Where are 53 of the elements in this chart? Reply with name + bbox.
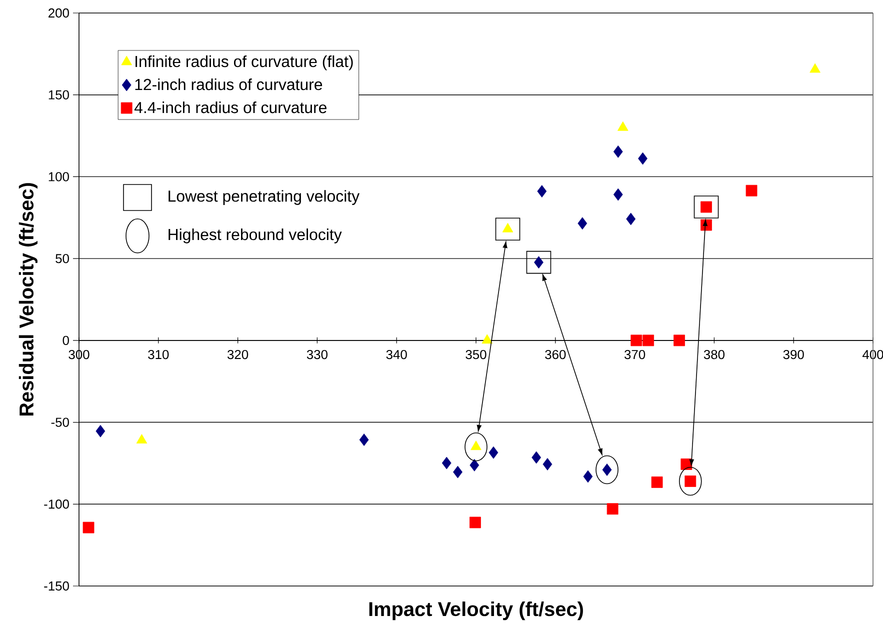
- point: [630, 334, 642, 346]
- y-tick-label: 150: [48, 90, 69, 100]
- point: [746, 184, 758, 196]
- x-tick-label: 390: [783, 350, 804, 360]
- point: [606, 503, 618, 515]
- y-tick-label: 50: [56, 254, 69, 264]
- y-tick-label: -150: [44, 581, 69, 591]
- point: [613, 145, 623, 158]
- x-tick-label: 380: [704, 350, 725, 360]
- point: [359, 434, 369, 446]
- point: [578, 217, 588, 230]
- x-axis-title: Impact Velocity (ft/sec): [369, 602, 583, 620]
- point: [583, 470, 593, 483]
- point: [502, 222, 514, 232]
- point: [96, 424, 106, 438]
- y-axis-title: Residual Velocity (ft/sec): [18, 183, 38, 416]
- point: [470, 516, 481, 528]
- point: [810, 63, 820, 73]
- y-tick-label: -100: [44, 500, 69, 509]
- point: [537, 185, 547, 198]
- point: [618, 121, 628, 131]
- point: [542, 458, 552, 470]
- point: [638, 152, 648, 165]
- y-tick-label: 100: [48, 172, 69, 182]
- legend-label: 4.4-inch radius of curvature: [134, 101, 327, 114]
- point: [613, 188, 623, 201]
- x-tick-label: 330: [306, 350, 328, 360]
- x-tick-label: 400: [862, 350, 883, 360]
- x-tick-label: 360: [545, 350, 566, 360]
- x-tick-label: 340: [386, 350, 407, 360]
- x-tick-label: 370: [624, 350, 646, 360]
- point: [626, 212, 636, 226]
- point: [488, 446, 498, 459]
- point: [532, 451, 542, 464]
- x-tick-label: 350: [466, 350, 486, 360]
- point: [470, 458, 480, 472]
- point: [642, 334, 654, 346]
- point: [651, 476, 663, 488]
- point: [442, 456, 452, 470]
- point: [453, 466, 462, 478]
- point: [136, 434, 148, 444]
- annotation: Lowest penetrating velocity: [168, 190, 360, 205]
- point: [82, 522, 94, 534]
- y-tick-label: 0: [62, 336, 69, 346]
- x-tick-label: 320: [227, 350, 248, 360]
- point: [674, 334, 685, 346]
- point: [482, 334, 493, 344]
- x-tick-label: 310: [148, 350, 169, 360]
- y-tick-label: 200: [48, 8, 69, 18]
- legend-label: Infinite radius of curvature (flat): [136, 55, 353, 70]
- annotation: Highest rebound velocity: [168, 228, 342, 244]
- y-tick-label: -50: [51, 418, 69, 427]
- legend-label: 12-inch radius of curvature: [135, 78, 322, 90]
